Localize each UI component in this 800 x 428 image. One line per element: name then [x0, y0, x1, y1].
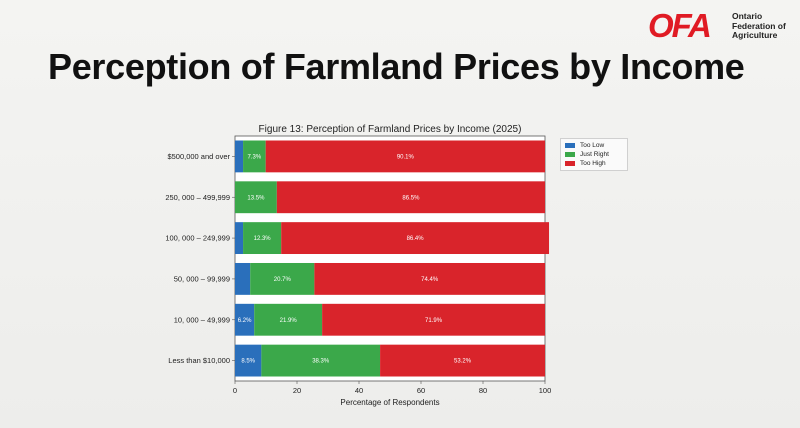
bar-segment	[380, 344, 545, 377]
legend-swatch	[565, 161, 575, 166]
bar-segment	[265, 140, 545, 173]
data-label: 13.5%	[247, 195, 265, 201]
plot-area	[234, 135, 546, 382]
category-label: 50, 000 – 99,999	[174, 274, 230, 283]
x-tick-label: 0	[233, 386, 237, 395]
bar-segment	[235, 140, 244, 173]
data-label: 21.9%	[280, 318, 298, 324]
bar-segment	[254, 303, 323, 336]
category-label: 100, 000 – 249,999	[165, 234, 230, 243]
bar-segment	[235, 222, 244, 255]
ofa-logo-line-3: Agriculture	[732, 30, 778, 40]
bar-segment	[314, 262, 545, 295]
bar-segment	[261, 344, 381, 377]
ofa-logo-line-1: Ontario	[732, 11, 763, 21]
bar-segment	[235, 303, 255, 336]
data-label: 7.3%	[248, 154, 262, 160]
data-label: 6.2%	[238, 318, 252, 324]
ofa-logo-mark: OFA	[648, 7, 712, 44]
x-tick-label: 20	[293, 386, 301, 395]
bar-segment	[235, 344, 262, 377]
ofa-logo: OFA Ontario Federation of Agriculture	[648, 6, 796, 46]
bar-segment	[243, 140, 266, 173]
x-tick-label: 40	[355, 386, 363, 395]
data-label: 53.2%	[454, 359, 472, 365]
bar-segment	[243, 222, 282, 255]
data-label: 12.3%	[254, 236, 272, 242]
legend-label: Too Low	[580, 142, 605, 149]
x-tick-label: 80	[479, 386, 487, 395]
data-label: 74.4%	[421, 277, 439, 283]
slide-title: Perception of Farmland Prices by Income	[48, 46, 745, 87]
category-label: Less than $10,000	[168, 356, 230, 365]
data-label: 86.5%	[402, 195, 420, 201]
chart-legend: Too Low Just Right Too High	[560, 138, 628, 171]
legend-entry: Too High	[565, 159, 623, 168]
bar-segment	[235, 181, 277, 214]
legend-label: Too High	[580, 160, 606, 167]
legend-label: Just Right	[580, 151, 609, 158]
data-label: 86.4%	[407, 236, 425, 242]
ofa-logo-line-2: Federation of	[732, 20, 786, 31]
bar-segment	[322, 303, 545, 336]
data-label: 8.5%	[241, 359, 255, 365]
bar-segment	[250, 262, 315, 295]
legend-swatch	[565, 152, 575, 157]
x-axis-label: Percentage of Respondents	[340, 398, 439, 407]
data-label: 71.9%	[425, 318, 443, 324]
data-label: 38.3%	[312, 359, 330, 365]
x-tick-label: 100	[539, 386, 552, 395]
legend-swatch	[565, 143, 575, 148]
chart-title: Figure 13: Perception of Farmland Prices…	[258, 124, 522, 135]
data-label: 90.1%	[397, 154, 415, 160]
bar-segment	[281, 222, 550, 255]
bar-segment	[235, 262, 251, 295]
category-label: 10, 000 – 49,999	[174, 315, 230, 324]
legend-entry: Just Right	[565, 150, 623, 159]
x-tick-label: 60	[417, 386, 425, 395]
category-label: 250, 000 – 499,999	[165, 193, 230, 202]
data-label: 20.7%	[274, 277, 292, 283]
ofa-logo-text: Ontario Federation of Agriculture	[732, 11, 786, 41]
legend-entry: Too Low	[565, 141, 623, 150]
bar-segment	[276, 181, 545, 214]
category-label: $500,000 and over	[167, 152, 230, 161]
